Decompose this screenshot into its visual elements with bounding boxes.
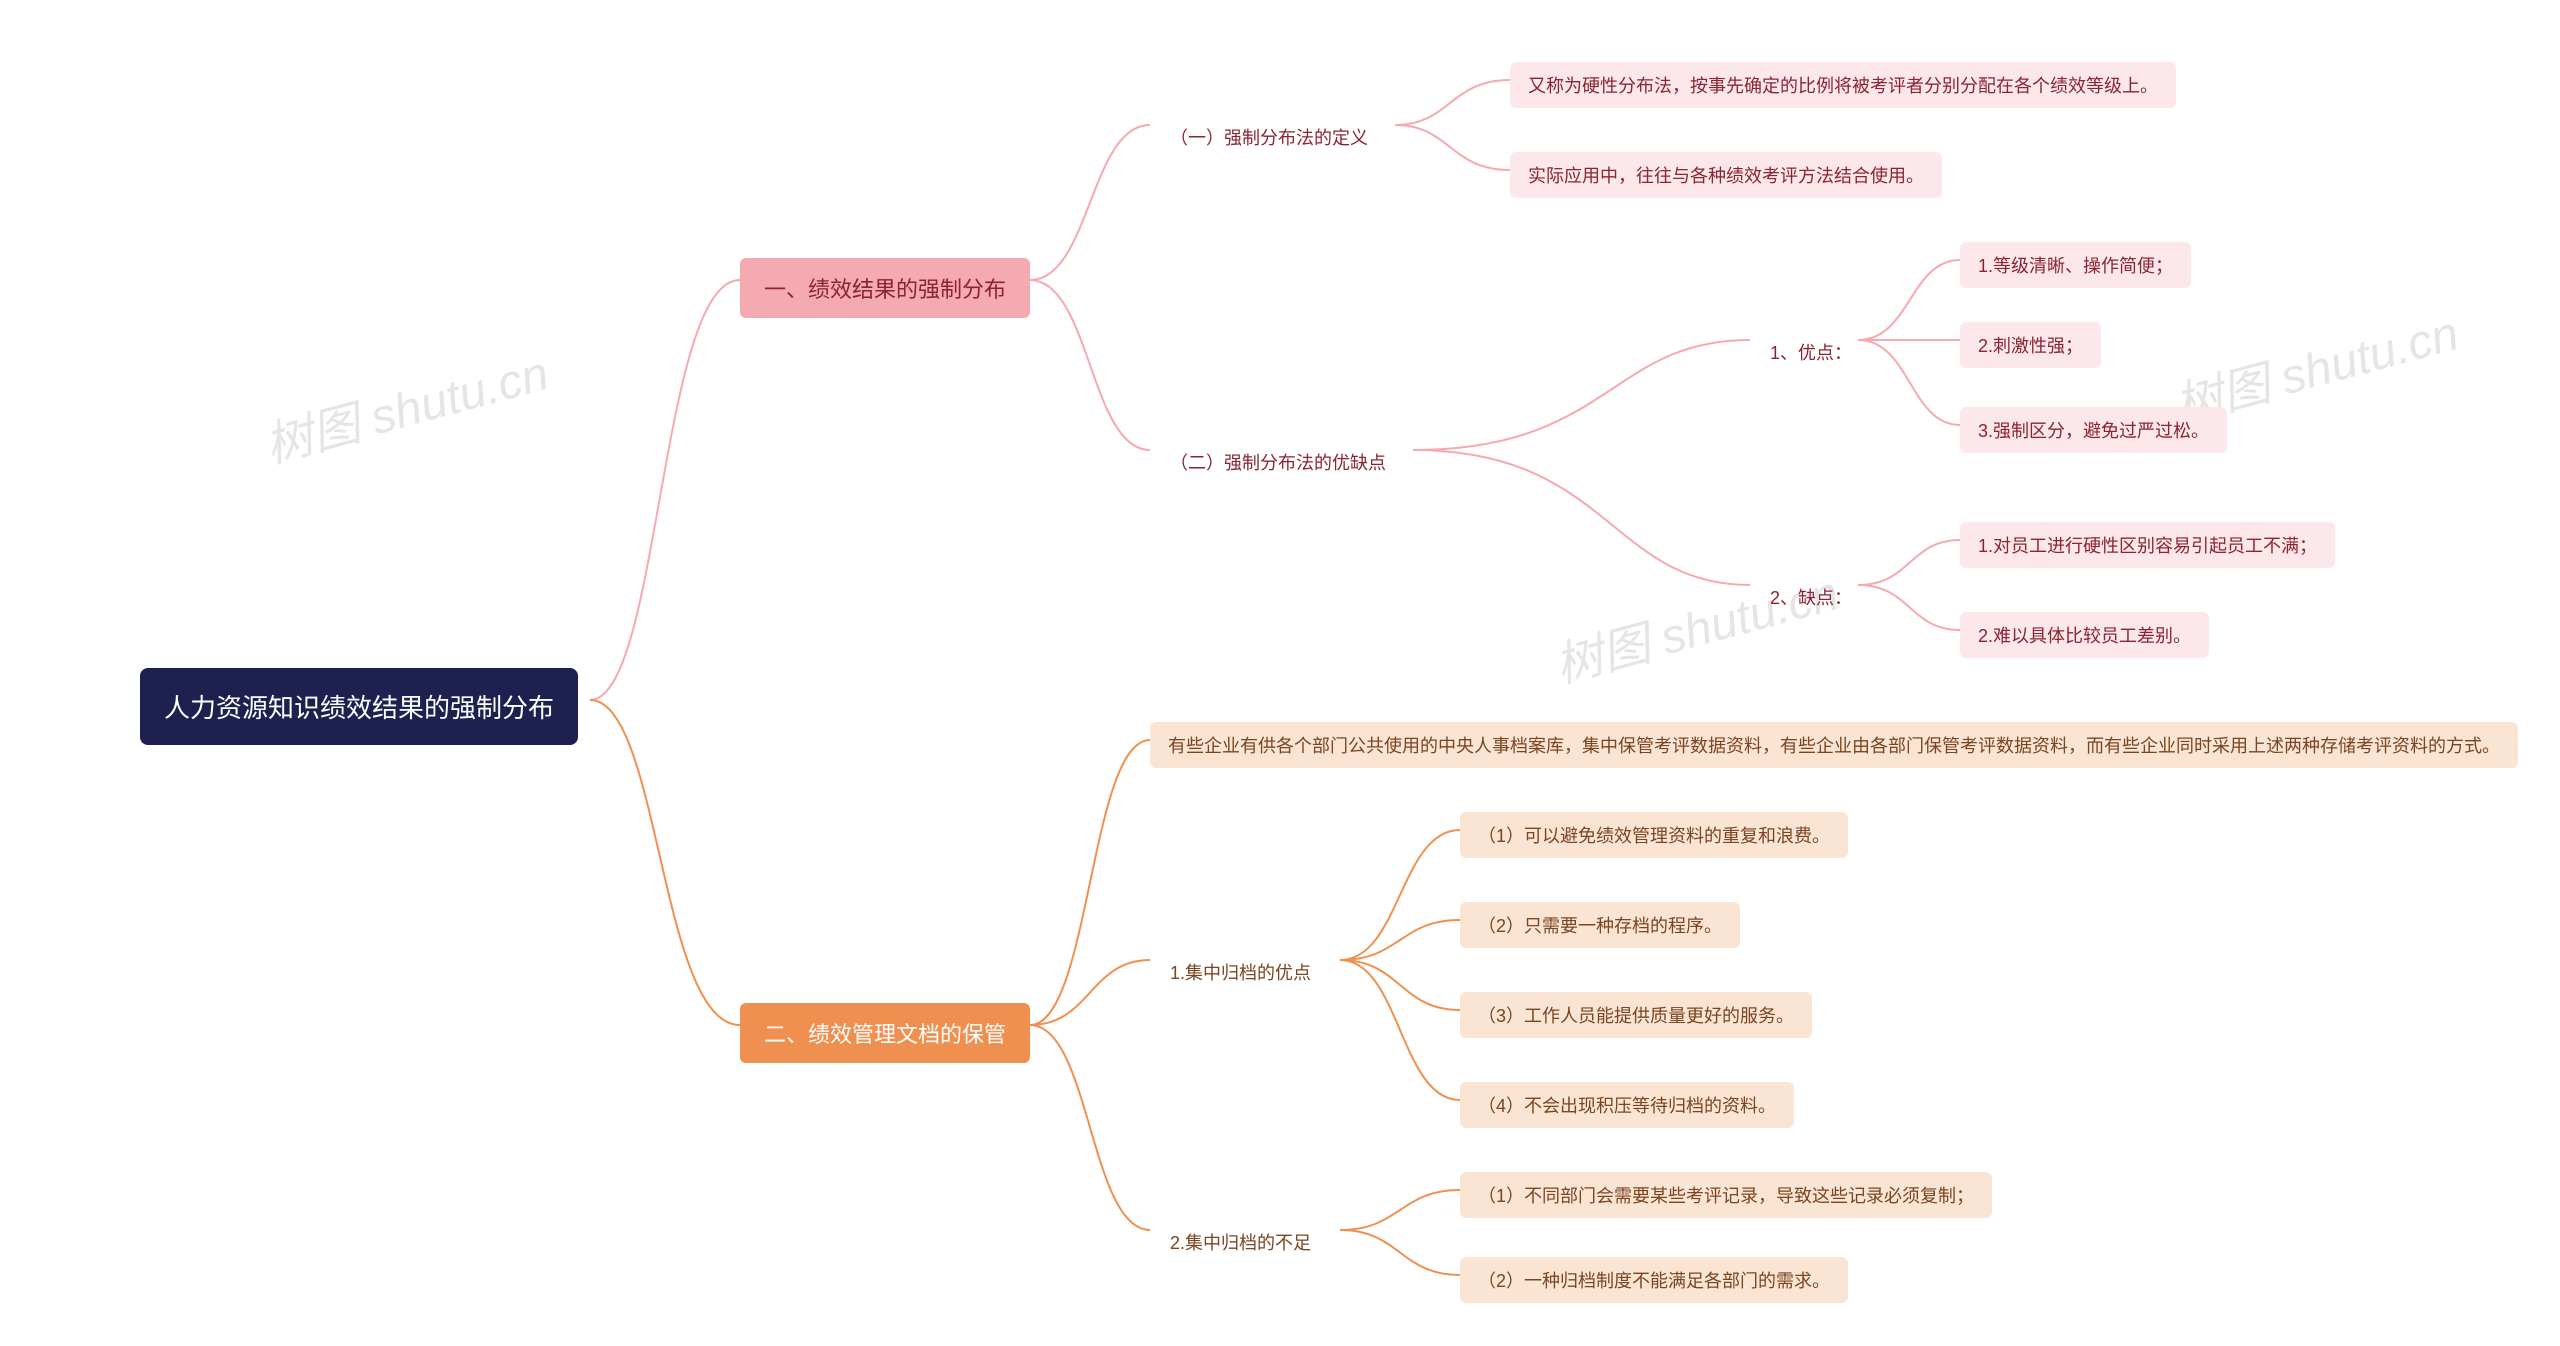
leaf-a1-2: 实际应用中，往往与各种绩效考评方法结合使用。 [1510,152,1942,198]
branch-b-node[interactable]: 二、绩效管理文档的保管 [740,1003,1030,1063]
leaf-b1-4: （4）不会出现积压等待归档的资料。 [1460,1082,1794,1128]
watermark: 树图 shutu.cn [256,334,555,477]
leaf-b1-3: （3）工作人员能提供质量更好的服务。 [1460,992,1812,1038]
node-a2-adv[interactable]: 1、优点： [1750,327,1872,377]
leaf-b0: 有些企业有供各个部门公共使用的中央人事档案库，集中保管考评数据资料，有些企业由各… [1150,722,2518,768]
leaf-b2-2: （2）一种归档制度不能满足各部门的需求。 [1460,1257,1848,1303]
leaf-a2-adv-3: 3.强制区分，避免过严过松。 [1960,407,2227,453]
leaf-b1-1: （1）可以避免绩效管理资料的重复和浪费。 [1460,812,1848,858]
leaf-a2-adv-1: 1.等级清晰、操作简便； [1960,242,2191,288]
node-a2[interactable]: （二）强制分布法的优缺点 [1150,437,1406,487]
node-b1[interactable]: 1.集中归档的优点 [1150,947,1331,997]
leaf-a2-dis-1: 1.对员工进行硬性区别容易引起员工不满； [1960,522,2335,568]
branch-a-node[interactable]: 一、绩效结果的强制分布 [740,258,1030,318]
node-a2-dis[interactable]: 2、缺点： [1750,572,1872,622]
root-node[interactable]: 人力资源知识绩效结果的强制分布 [140,668,578,745]
node-b2[interactable]: 2.集中归档的不足 [1150,1217,1331,1267]
leaf-b1-2: （2）只需要一种存档的程序。 [1460,902,1740,948]
leaf-a1-1: 又称为硬性分布法，按事先确定的比例将被考评者分别分配在各个绩效等级上。 [1510,62,2176,108]
leaf-a2-dis-2: 2.难以具体比较员工差别。 [1960,612,2209,658]
node-a1[interactable]: （一）强制分布法的定义 [1150,112,1388,162]
leaf-b2-1: （1）不同部门会需要某些考评记录，导致这些记录必须复制； [1460,1172,1992,1218]
leaf-a2-adv-2: 2.刺激性强； [1960,322,2101,368]
